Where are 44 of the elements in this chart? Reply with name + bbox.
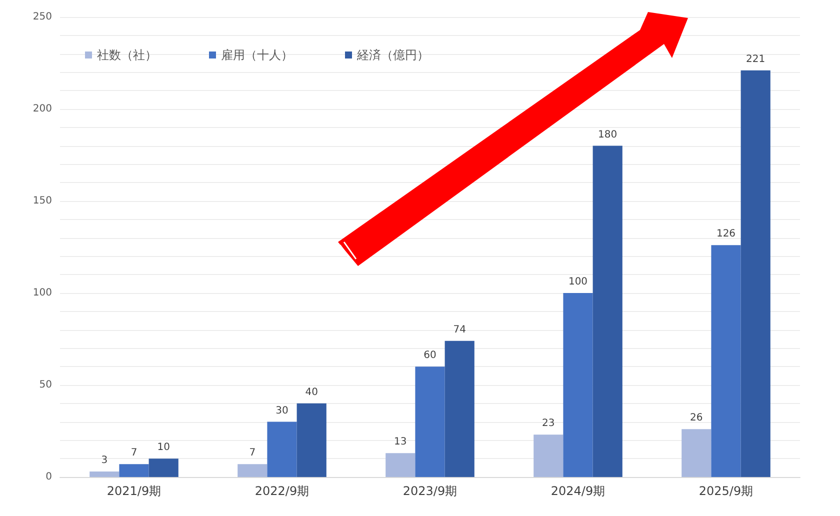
bar <box>534 434 564 477</box>
bar <box>740 70 770 477</box>
data-label: 23 <box>542 418 555 430</box>
bar <box>238 464 268 477</box>
data-label: 3 <box>101 454 108 466</box>
data-label: 221 <box>746 54 766 65</box>
bar <box>90 471 120 477</box>
bar <box>148 458 178 477</box>
y-tick-label: 150 <box>32 196 52 206</box>
bar <box>296 403 326 477</box>
data-label: 30 <box>276 405 288 416</box>
bar <box>444 340 474 477</box>
legend-label: 雇用（十人） <box>221 48 293 62</box>
data-label: 7 <box>130 448 138 459</box>
x-tick-label: 2022/9期 <box>254 484 310 498</box>
bar <box>563 293 593 477</box>
bar <box>682 429 712 477</box>
data-label: 13 <box>394 436 407 448</box>
bar <box>267 422 297 477</box>
data-label: 40 <box>305 386 318 398</box>
y-tick-label: 100 <box>32 288 52 298</box>
legend-label: 経済（億円） <box>356 48 429 62</box>
data-label: 10 <box>157 442 170 454</box>
bar <box>592 146 622 477</box>
x-tick-label: 2024/9期 <box>550 484 606 498</box>
bar <box>119 464 149 477</box>
data-label: 74 <box>453 324 466 336</box>
bar <box>415 366 445 477</box>
data-label: 7 <box>249 448 256 459</box>
data-label: 60 <box>424 350 436 362</box>
data-label: 26 <box>690 412 703 424</box>
y-tick-label: 250 <box>32 12 52 22</box>
data-label: 180 <box>598 129 618 140</box>
y-tick-label: 200 <box>32 104 52 114</box>
data-label: 100 <box>568 276 588 288</box>
legend-label: 社数（社） <box>97 48 157 62</box>
y-tick-label: 50 <box>39 380 52 390</box>
x-tick-label: 2021/9期 <box>106 484 162 498</box>
x-tick-label: 2025/9期 <box>698 484 754 498</box>
x-tick-label: 2023/9期 <box>402 484 458 498</box>
bar <box>711 245 741 477</box>
data-label: 126 <box>716 228 736 240</box>
y-tick-label: 0 <box>46 472 52 482</box>
bar <box>386 453 416 477</box>
